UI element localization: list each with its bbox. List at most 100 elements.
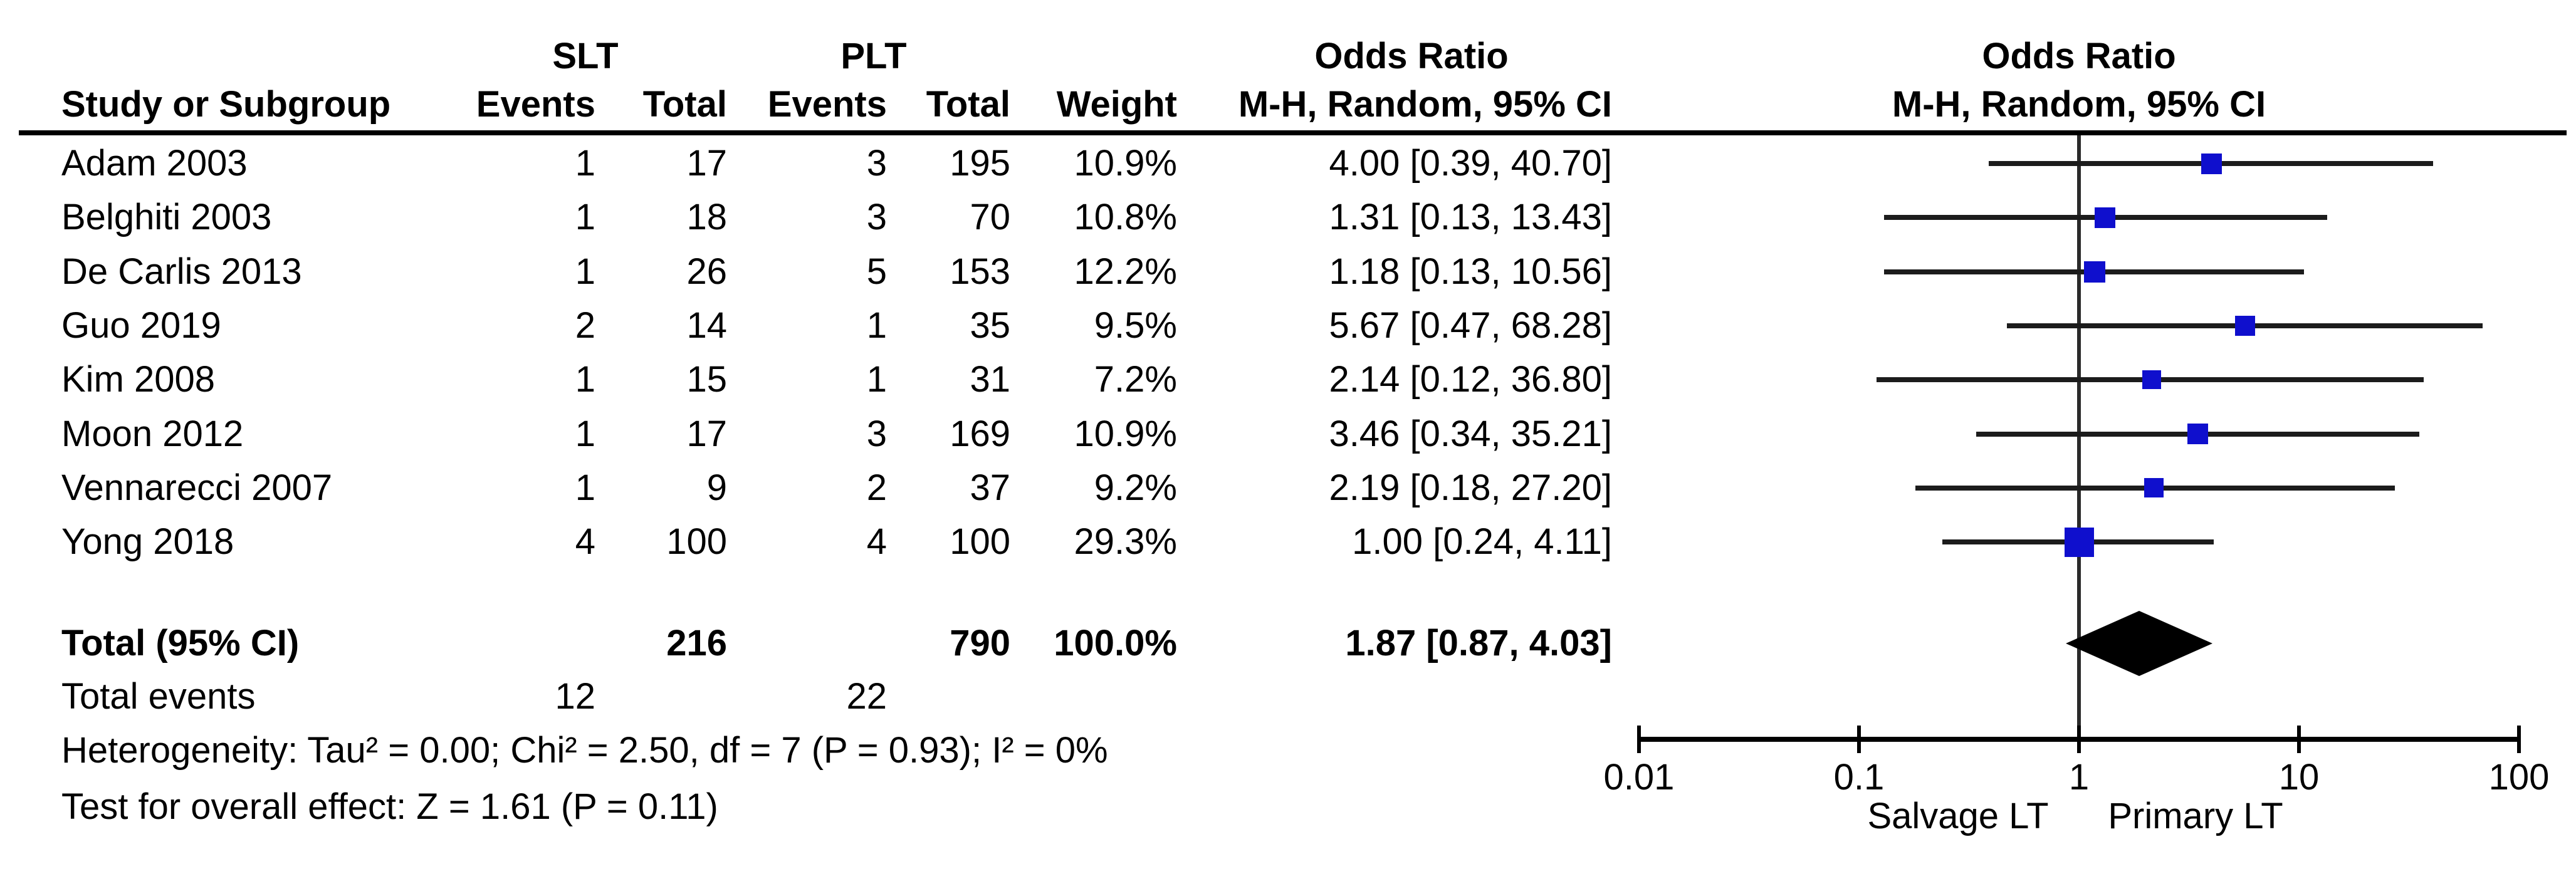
plt-total: 153 bbox=[950, 251, 1010, 292]
weight-value: 10.9% bbox=[1074, 143, 1177, 184]
axis-tick-label: 0.1 bbox=[1833, 757, 1885, 798]
total-slt-n: 216 bbox=[666, 623, 727, 663]
slt-events: 1 bbox=[575, 359, 595, 400]
or-ci-text: 2.14 [0.12, 36.80] bbox=[1329, 359, 1612, 400]
plt-events: 3 bbox=[866, 197, 887, 237]
header-effect-method: M-H, Random, 95% CI bbox=[1238, 84, 1612, 125]
or-marker bbox=[2187, 424, 2208, 444]
slt-events: 1 bbox=[575, 414, 595, 454]
weight-value: 12.2% bbox=[1074, 251, 1177, 292]
plt-events: 1 bbox=[866, 305, 887, 346]
heterogeneity-stats: Heterogeneity: Tau² = 0.00; Chi² = 2.50,… bbox=[61, 730, 1108, 771]
slt-total: 17 bbox=[686, 414, 727, 454]
slt-total: 26 bbox=[686, 251, 727, 292]
or-ci-text: 1.00 [0.24, 4.11] bbox=[1352, 521, 1612, 562]
slt-events: 2 bbox=[575, 305, 595, 346]
or-marker bbox=[2065, 528, 2094, 557]
total-weight: 100.0% bbox=[1054, 623, 1177, 663]
study-name: Guo 2019 bbox=[61, 305, 221, 346]
or-ci-text: 5.67 [0.47, 68.28] bbox=[1329, 305, 1612, 346]
study-name: Yong 2018 bbox=[61, 521, 234, 562]
header-separator-line bbox=[19, 130, 2567, 135]
plt-total: 31 bbox=[970, 359, 1010, 400]
or-marker bbox=[2235, 316, 2255, 336]
or-ci-text: 1.31 [0.13, 13.43] bbox=[1329, 197, 1612, 237]
total-events-plt: 22 bbox=[846, 676, 887, 717]
plt-total: 37 bbox=[970, 467, 1010, 508]
or-marker bbox=[2144, 478, 2164, 497]
plt-events: 3 bbox=[866, 414, 887, 454]
axis-tick bbox=[2297, 726, 2301, 753]
study-name: Moon 2012 bbox=[61, 414, 244, 454]
axis-tick bbox=[2517, 726, 2521, 753]
slt-events: 1 bbox=[575, 251, 595, 292]
study-name: De Carlis 2013 bbox=[61, 251, 302, 292]
plt-events: 3 bbox=[866, 143, 887, 184]
slt-total: 18 bbox=[686, 197, 727, 237]
header-study: Study or Subgroup bbox=[61, 84, 391, 125]
axis-label-favours-left: Salvage LT bbox=[1867, 796, 2049, 836]
plt-total: 35 bbox=[970, 305, 1010, 346]
overall-effect-test: Test for overall effect: Z = 1.61 (P = 0… bbox=[61, 786, 718, 827]
axis-tick-label: 10 bbox=[2278, 757, 2320, 798]
slt-events: 1 bbox=[575, 467, 595, 508]
study-name: Vennarecci 2007 bbox=[61, 467, 333, 508]
axis-label-favours-right: Primary LT bbox=[2108, 796, 2283, 836]
header-plt-events: Events bbox=[767, 84, 887, 125]
or-marker bbox=[2201, 154, 2222, 174]
study-name: Kim 2008 bbox=[61, 359, 216, 400]
effect-column-title: Odds Ratio bbox=[1314, 36, 1509, 76]
or-ci-text: 2.19 [0.18, 27.20] bbox=[1329, 467, 1612, 508]
weight-value: 10.9% bbox=[1074, 414, 1177, 454]
null-effect-line bbox=[2077, 135, 2081, 739]
total-or-label: 1.87 [0.87, 4.03] bbox=[1345, 623, 1612, 663]
or-ci-text: 4.00 [0.39, 40.70] bbox=[1329, 143, 1612, 184]
total-events-slt: 12 bbox=[555, 676, 595, 717]
or-marker bbox=[2084, 261, 2105, 283]
summary-diamond bbox=[2066, 611, 2212, 676]
or-marker bbox=[2142, 370, 2161, 389]
plt-events: 5 bbox=[866, 251, 887, 292]
or-ci-text: 1.18 [0.13, 10.56] bbox=[1329, 251, 1612, 292]
axis-tick bbox=[2077, 726, 2081, 753]
study-name: Adam 2003 bbox=[61, 143, 248, 184]
axis-tick-label: 1 bbox=[2068, 757, 2090, 798]
or-ci-text: 3.46 [0.34, 35.21] bbox=[1329, 414, 1612, 454]
header-plt-total: Total bbox=[926, 84, 1010, 125]
slt-total: 9 bbox=[706, 467, 727, 508]
axis-tick-label: 0.01 bbox=[1603, 757, 1675, 798]
slt-total: 100 bbox=[666, 521, 727, 562]
slt-total: 17 bbox=[686, 143, 727, 184]
header-slt-events: Events bbox=[476, 84, 595, 125]
weight-value: 7.2% bbox=[1094, 359, 1177, 400]
plt-total: 169 bbox=[950, 414, 1010, 454]
slt-events: 1 bbox=[575, 143, 595, 184]
weight-value: 9.5% bbox=[1094, 305, 1177, 346]
header-plot-method: M-H, Random, 95% CI bbox=[1892, 84, 2266, 125]
total-row-label: Total (95% CI) bbox=[61, 623, 300, 663]
slt-total: 14 bbox=[686, 305, 727, 346]
weight-value: 9.2% bbox=[1094, 467, 1177, 508]
axis-tick bbox=[1637, 726, 1641, 753]
weight-value: 10.8% bbox=[1074, 197, 1177, 237]
total-events-label: Total events bbox=[61, 676, 256, 717]
plt-events: 1 bbox=[866, 359, 887, 400]
slt-events: 1 bbox=[575, 197, 595, 237]
plt-events: 2 bbox=[866, 467, 887, 508]
weight-value: 29.3% bbox=[1074, 521, 1177, 562]
header-weight: Weight bbox=[1056, 84, 1177, 125]
axis-tick-label: 100 bbox=[2488, 757, 2550, 798]
plt-events: 4 bbox=[866, 521, 887, 562]
plt-total: 70 bbox=[970, 197, 1010, 237]
group-header-plt: PLT bbox=[840, 36, 907, 76]
axis-tick bbox=[1857, 726, 1861, 753]
total-plt-n: 790 bbox=[950, 623, 1010, 663]
group-header-slt: SLT bbox=[552, 36, 619, 76]
slt-events: 4 bbox=[575, 521, 595, 562]
plt-total: 100 bbox=[950, 521, 1010, 562]
slt-total: 15 bbox=[686, 359, 727, 400]
plt-total: 195 bbox=[950, 143, 1010, 184]
plot-column-title: Odds Ratio bbox=[1982, 36, 2176, 76]
or-marker bbox=[2095, 207, 2115, 228]
